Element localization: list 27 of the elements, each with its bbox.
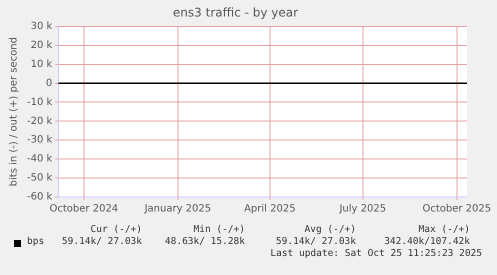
y-tick-label: -60 k [26,192,52,203]
y-tick-label: -20 k [26,116,52,127]
legend-label: bps [27,236,44,247]
x-tick-label: July 2025 [338,204,386,215]
y-tick-label: 20 k [30,40,53,51]
y-tick-label: 0 [46,78,52,89]
y-tick-label: 30 k [30,20,53,32]
x-tick-label: October 2025 [422,204,492,215]
x-tick-label: October 2024 [50,204,118,215]
text: 48.63k/ 15.28k [164,236,245,247]
chart-title: ens3 traffic - by year [172,5,298,20]
y-tick-label: -40 k [26,154,52,165]
y-tick-label: -30 k [26,134,52,146]
text: 59.14k/ 27.03k [276,236,356,247]
y-tick-label: -10 k [26,96,52,108]
x-tick-label: April 2025 [244,204,296,215]
y-tick-label: -50 k [26,172,52,184]
text: Avg (-/+) [304,224,356,235]
text: 59.14k/ 27.03k [62,236,142,247]
x-tick-label: January 2025 [144,204,212,215]
text: Max (-/+) [418,224,470,235]
text: Last update: Sat Oct 25 11:25:23 2025 [270,248,482,259]
y-tick-label: 10 k [30,58,53,70]
text: 342.40k/107.42k [384,236,470,247]
text: Cur (-/+) [90,224,142,235]
text: Min (-/+) [194,224,245,235]
y-axis-title: bits in (-) / out (+) per second [8,37,20,186]
